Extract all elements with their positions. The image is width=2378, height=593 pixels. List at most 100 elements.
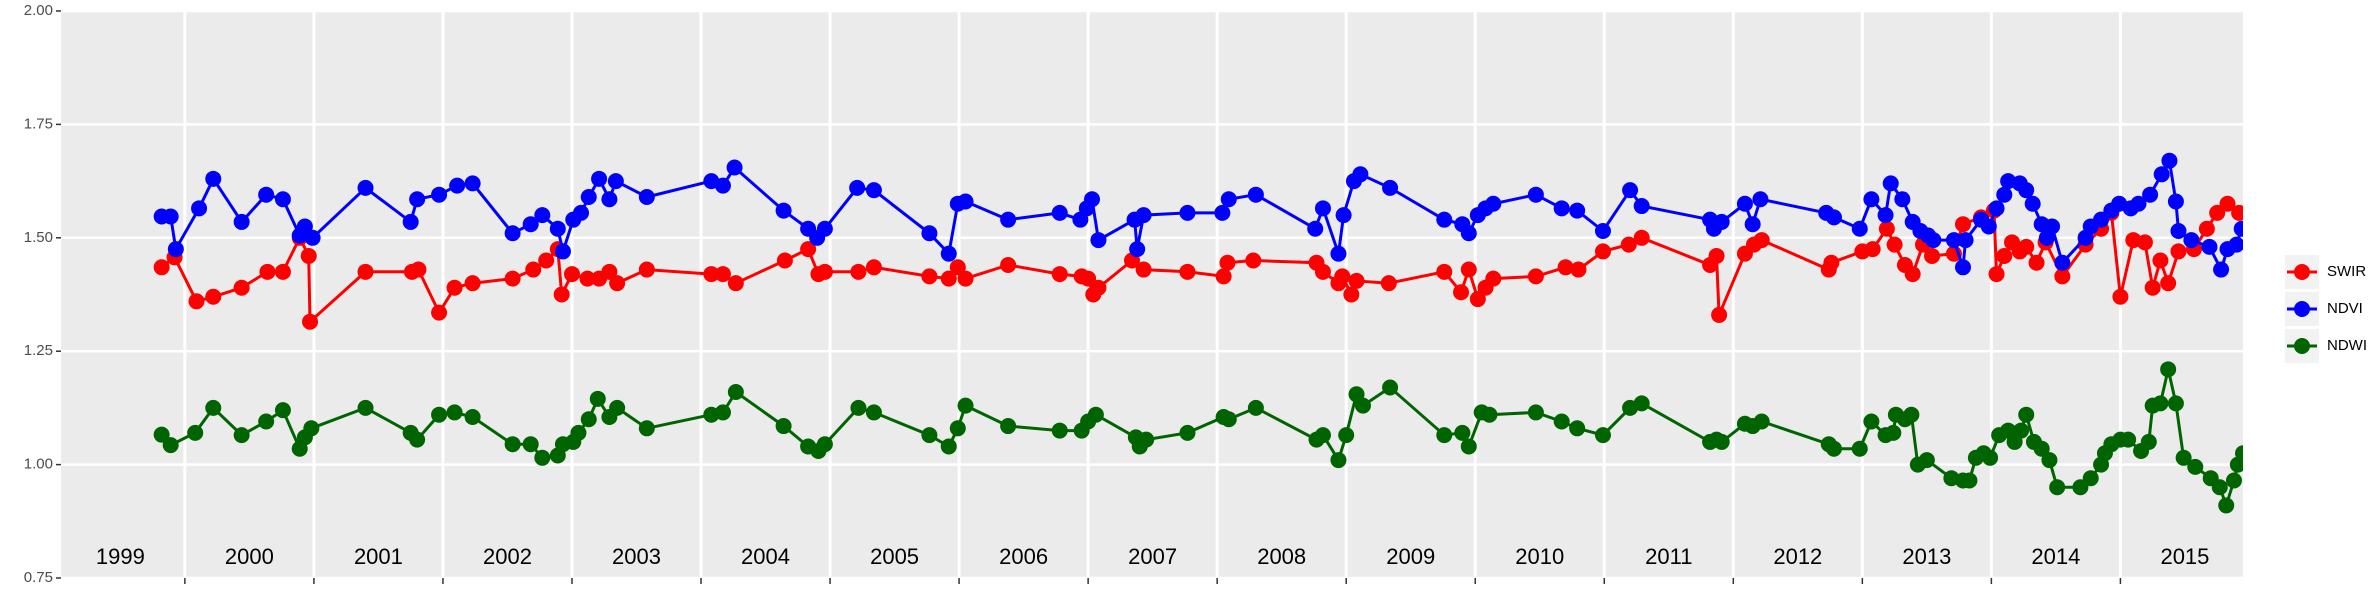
- data-point: [1000, 211, 1017, 228]
- data-point: [1000, 257, 1017, 274]
- data-point: [2211, 479, 2228, 496]
- data-point: [2152, 252, 2169, 269]
- data-point: [1314, 263, 1331, 280]
- data-point: [1090, 279, 1107, 296]
- data-point: [607, 173, 624, 190]
- data-point: [300, 247, 317, 264]
- data-point: [2225, 472, 2242, 489]
- data-point: [609, 275, 626, 292]
- data-point: [1877, 207, 1894, 224]
- data-point: [2018, 238, 2035, 255]
- data-point: [464, 275, 481, 292]
- data-point: [563, 266, 580, 283]
- data-point: [1633, 395, 1650, 412]
- data-point: [1051, 204, 1068, 221]
- data-point: [776, 252, 793, 269]
- data-point: [1348, 272, 1365, 289]
- data-point: [1886, 236, 1903, 253]
- data-point: [1469, 291, 1486, 308]
- data-point: [865, 259, 882, 276]
- data-point: [188, 293, 205, 310]
- data-point: [1485, 270, 1502, 287]
- data-point: [2235, 445, 2243, 462]
- data-point: [1954, 259, 1971, 276]
- data-point: [2183, 232, 2200, 249]
- data-point: [2142, 186, 2159, 203]
- data-point: [1436, 427, 1453, 444]
- data-point: [865, 404, 882, 421]
- data-point: [1988, 200, 2005, 217]
- data-point: [2198, 220, 2215, 237]
- data-point: [525, 261, 542, 278]
- data-point: [205, 288, 222, 305]
- data-point: [638, 188, 655, 205]
- data-point: [2024, 195, 2041, 212]
- data-point: [357, 399, 374, 416]
- data-point: [274, 191, 291, 208]
- data-point: [1823, 254, 1840, 271]
- data-point: [1214, 204, 1231, 221]
- data-point: [850, 399, 867, 416]
- data-point: [1996, 186, 2013, 203]
- data-point: [205, 399, 222, 416]
- data-point: [2041, 452, 2058, 469]
- data-point: [921, 225, 938, 242]
- data-point: [1864, 241, 1881, 258]
- data-point: [431, 304, 448, 321]
- data-point: [233, 427, 250, 444]
- data-point: [233, 213, 250, 230]
- data-point: [1220, 411, 1237, 428]
- data-point: [1863, 413, 1880, 430]
- data-point: [601, 263, 618, 280]
- data-point: [1481, 406, 1498, 423]
- data-point: [1569, 420, 1586, 437]
- legend-key-point: [2294, 301, 2310, 317]
- data-point: [2044, 218, 2061, 235]
- data-point: [549, 220, 566, 237]
- data-point: [2140, 433, 2157, 450]
- data-point: [431, 186, 448, 203]
- data-point: [816, 220, 833, 237]
- data-point: [940, 438, 957, 455]
- data-point: [1083, 191, 1100, 208]
- data-point: [504, 436, 521, 453]
- data-point: [1000, 418, 1017, 435]
- data-point: [2160, 361, 2177, 378]
- data-point: [2160, 275, 2177, 292]
- data-point: [1553, 413, 1570, 430]
- data-point: [949, 420, 966, 437]
- data-point: [274, 263, 291, 280]
- data-point: [1924, 247, 1941, 264]
- data-point: [1343, 286, 1360, 303]
- data-point: [1051, 422, 1068, 439]
- data-point: [1622, 182, 1639, 199]
- data-point: [1330, 245, 1347, 262]
- year-label: 2011: [1645, 544, 1692, 569]
- data-point: [409, 191, 426, 208]
- data-point: [1247, 399, 1264, 416]
- data-point: [638, 261, 655, 278]
- data-point: [589, 390, 606, 407]
- data-point: [1752, 191, 1769, 208]
- data-point: [2013, 422, 2030, 439]
- data-point: [1753, 413, 1770, 430]
- data-point: [1380, 275, 1397, 292]
- data-point: [1460, 225, 1477, 242]
- data-point: [1711, 306, 1728, 323]
- data-point: [1051, 266, 1068, 283]
- data-point: [2175, 449, 2192, 466]
- data-point: [534, 449, 551, 466]
- data-point: [538, 252, 555, 269]
- data-point: [258, 413, 275, 430]
- data-point: [504, 225, 521, 242]
- year-label: 2006: [999, 544, 1048, 569]
- data-point: [2170, 243, 2187, 260]
- data-point: [921, 427, 938, 444]
- data-point: [504, 270, 521, 287]
- legend-key-point: [2294, 338, 2310, 354]
- data-point: [949, 259, 966, 276]
- data-point: [1620, 236, 1637, 253]
- axes: 0.75 1.00 1.25 1.50 1.75 2.00 1999 2000 2001 2002…: [24, 2, 2210, 586]
- data-point: [570, 424, 587, 441]
- data-point: [816, 263, 833, 280]
